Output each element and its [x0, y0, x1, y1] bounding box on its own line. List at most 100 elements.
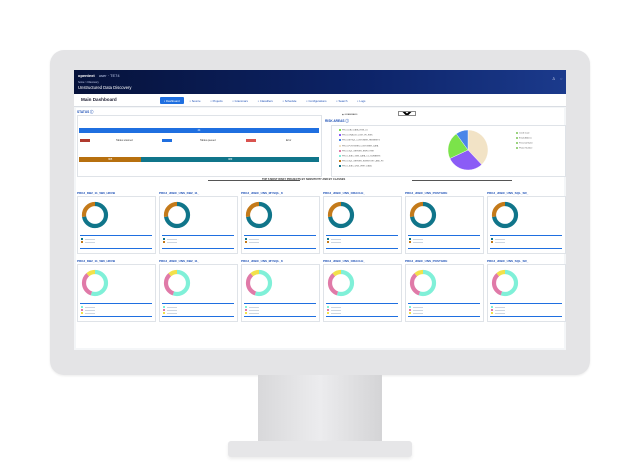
tab-dashboard[interactable]: ▪ Dashboard — [160, 97, 184, 104]
legend-text-placeholder — [167, 238, 177, 240]
help-icon[interactable]: ◌ — [560, 76, 563, 81]
classes-donut-chart[interactable] — [491, 269, 519, 297]
risk-class-legend-item[interactable]: Phone Number — [516, 147, 532, 150]
classes-donut-chart[interactable] — [245, 269, 273, 297]
legend-text-placeholder — [331, 241, 341, 243]
sensitivity-project-title[interactable]: PROJ_JDBC_UNS_ORACLE_ — [323, 191, 366, 195]
donut-segment[interactable] — [81, 201, 109, 229]
donut-segment[interactable] — [409, 269, 437, 297]
legend-rule — [80, 235, 152, 236]
legend-rule — [490, 248, 562, 249]
user-label[interactable]: user · TE74 — [98, 73, 120, 78]
risk-legend-item[interactable]: PROJ_SQL_SERVER_INVENTORY_AND_PII — [339, 160, 383, 163]
donut-segment[interactable] — [327, 269, 355, 297]
donut-segment[interactable] — [491, 269, 519, 297]
classes-donut-chart[interactable] — [163, 269, 191, 297]
pie-slice-0[interactable] — [467, 129, 489, 165]
donut-segment[interactable] — [163, 269, 191, 297]
legend-swatch — [327, 312, 329, 314]
legend-swatch — [81, 309, 83, 311]
breadcrumb[interactable]: home > Discovery — [78, 81, 99, 84]
tab-classifiers[interactable]: ▪ Classifiers — [254, 97, 277, 104]
donut-segment[interactable] — [491, 201, 519, 229]
risk-legend-item[interactable]: PROJ_DB2_DATA_RISK_01 — [339, 129, 368, 132]
risk-class-legend-item[interactable]: Email Address — [516, 137, 532, 140]
status-split-right[interactable]: ### — [141, 157, 319, 162]
info-icon[interactable]: ⓘ — [90, 110, 94, 114]
risk-legend-item[interactable]: PROJ_MYSQL_CUSTOMER_PAYMENTS — [339, 139, 380, 142]
risk-legend-label: PROJ_SQL_SERVER_INVENTORY_AND_PII — [342, 160, 384, 163]
risk-legend-item[interactable]: PROJ_JDBC_UNS_VERT_DATA — [339, 165, 372, 168]
legend-text-placeholder — [249, 241, 259, 243]
donut-segment[interactable] — [245, 269, 273, 297]
tab-configurations[interactable]: ▪ Configurations — [302, 97, 330, 104]
sensitivity-project-title[interactable]: PROJ_JDBC_UNS_MYSQL_8 — [241, 191, 283, 195]
legend-text-placeholder — [495, 306, 505, 308]
dashboard-content: STATUS ⓘ 24 Tables scanned Tables queued… — [76, 108, 566, 348]
brand-logo: opentext — [78, 73, 95, 78]
legend-swatch — [81, 238, 83, 240]
risk-legend-item[interactable]: PROJ_JDBC_GEN_DATA_CC_NUMBERS — [339, 155, 380, 158]
tab-logs[interactable]: ▪ Logs — [353, 97, 369, 104]
donut-segment[interactable] — [163, 201, 191, 229]
sensitivity-donut-chart[interactable] — [327, 201, 355, 229]
donut-segment[interactable] — [409, 201, 437, 229]
pie-slice-3[interactable] — [455, 129, 469, 151]
tab-grammars[interactable]: ▪ Grammars — [229, 97, 252, 104]
legend-swatch — [327, 309, 329, 311]
sensitivity-project-title[interactable]: PROJ_JDBC_UNS_SQL_SR_ — [487, 191, 529, 195]
risk-class-legend-item[interactable]: Personal Name — [516, 142, 533, 145]
legend-rule — [326, 303, 398, 304]
tab-source[interactable]: ▪ Source — [186, 97, 205, 104]
classes-project-title[interactable]: PROJ_JDBC_UNS_SQL_SR_ — [487, 259, 529, 263]
legend-swatch — [491, 309, 493, 311]
risk-pie-chart[interactable] — [446, 128, 490, 172]
user-icon[interactable]: ♙ — [552, 76, 556, 81]
tab-schedule[interactable]: ▪ Schedule — [279, 97, 301, 104]
classes-donut-chart[interactable] — [81, 269, 109, 297]
sensitivity-donut-chart[interactable] — [409, 201, 437, 229]
risk-legend-item[interactable]: PROJ_ORACLE_CUST_PII_RISK — [339, 134, 373, 137]
risk-legend-label: PROJ_ORACLE_CUST_PII_RISK — [342, 134, 373, 137]
classes-project-title[interactable]: PROJ_DB2_11_5B6_HDVB — [77, 259, 116, 263]
donut-segment[interactable] — [491, 269, 519, 297]
legend-swatch — [409, 309, 411, 311]
settings-icon: ▪ — [306, 98, 308, 103]
classes-donut-chart[interactable] — [409, 269, 437, 297]
sensitivity-donut-chart[interactable] — [81, 201, 109, 229]
legend-swatch — [245, 312, 247, 314]
tab-search[interactable]: ▪ Search — [333, 97, 352, 104]
classes-project-title[interactable]: PROJ_JDBC_UNS_ORACLE_ — [323, 259, 366, 263]
risk-legend-item[interactable]: PROJ_SQL_SERVER_EMPLOYEE — [339, 149, 374, 152]
donut-segment[interactable] — [81, 269, 109, 297]
monitor-stand-neck — [258, 375, 382, 443]
sensitivity-donut-chart[interactable] — [245, 201, 273, 229]
classes-project-title[interactable]: PROJ_JDBC_UNS_MYSQL_8 — [241, 259, 283, 263]
donut-segment[interactable] — [245, 269, 273, 297]
classes-project-title[interactable]: PROJ_JDBC_UNS_POSTGRE — [405, 259, 448, 263]
sensitivity-donut-chart[interactable] — [491, 201, 519, 229]
status-split-left[interactable]: 965 — [79, 157, 142, 162]
tab-projects[interactable]: ▪ Projects — [207, 97, 227, 104]
legend-dot — [516, 142, 518, 144]
risk-legend-item[interactable]: PROJ_POSTGRES_CUSTOMER_DATA — [339, 144, 378, 147]
classes-donut-chart[interactable] — [327, 269, 355, 297]
risk-select[interactable]: Select a... — [398, 111, 416, 116]
donut-segment[interactable] — [327, 269, 355, 297]
status-total-bar[interactable]: 24 — [79, 128, 319, 133]
legend-text-placeholder — [495, 309, 505, 311]
risk-class-legend-item[interactable]: Credit Card — [516, 132, 529, 135]
classes-project-title[interactable]: PROJ_JDBC_UNS_DB2_11_ — [159, 259, 200, 263]
donut-segment[interactable] — [327, 201, 355, 229]
donut-segment[interactable] — [163, 269, 191, 297]
sensitivity-donut-chart[interactable] — [163, 201, 191, 229]
donut-segment[interactable] — [245, 201, 273, 229]
donut-segment[interactable] — [409, 269, 437, 297]
sensitivity-project-title[interactable]: PROJ_JDBC_UNS_DB2_11_ — [159, 191, 200, 195]
sensitivity-project-title[interactable]: PROJ_DB2_11_5B6_HDVB — [77, 191, 116, 195]
donut-segment[interactable] — [81, 269, 109, 297]
risk-class-label: Email Address — [519, 137, 532, 140]
info-icon[interactable]: ⓘ — [345, 119, 349, 123]
sensitivity-project-title[interactable]: PROJ_JDBC_UNS_POSTGRE — [405, 191, 448, 195]
log-icon: ▪ — [357, 98, 359, 103]
